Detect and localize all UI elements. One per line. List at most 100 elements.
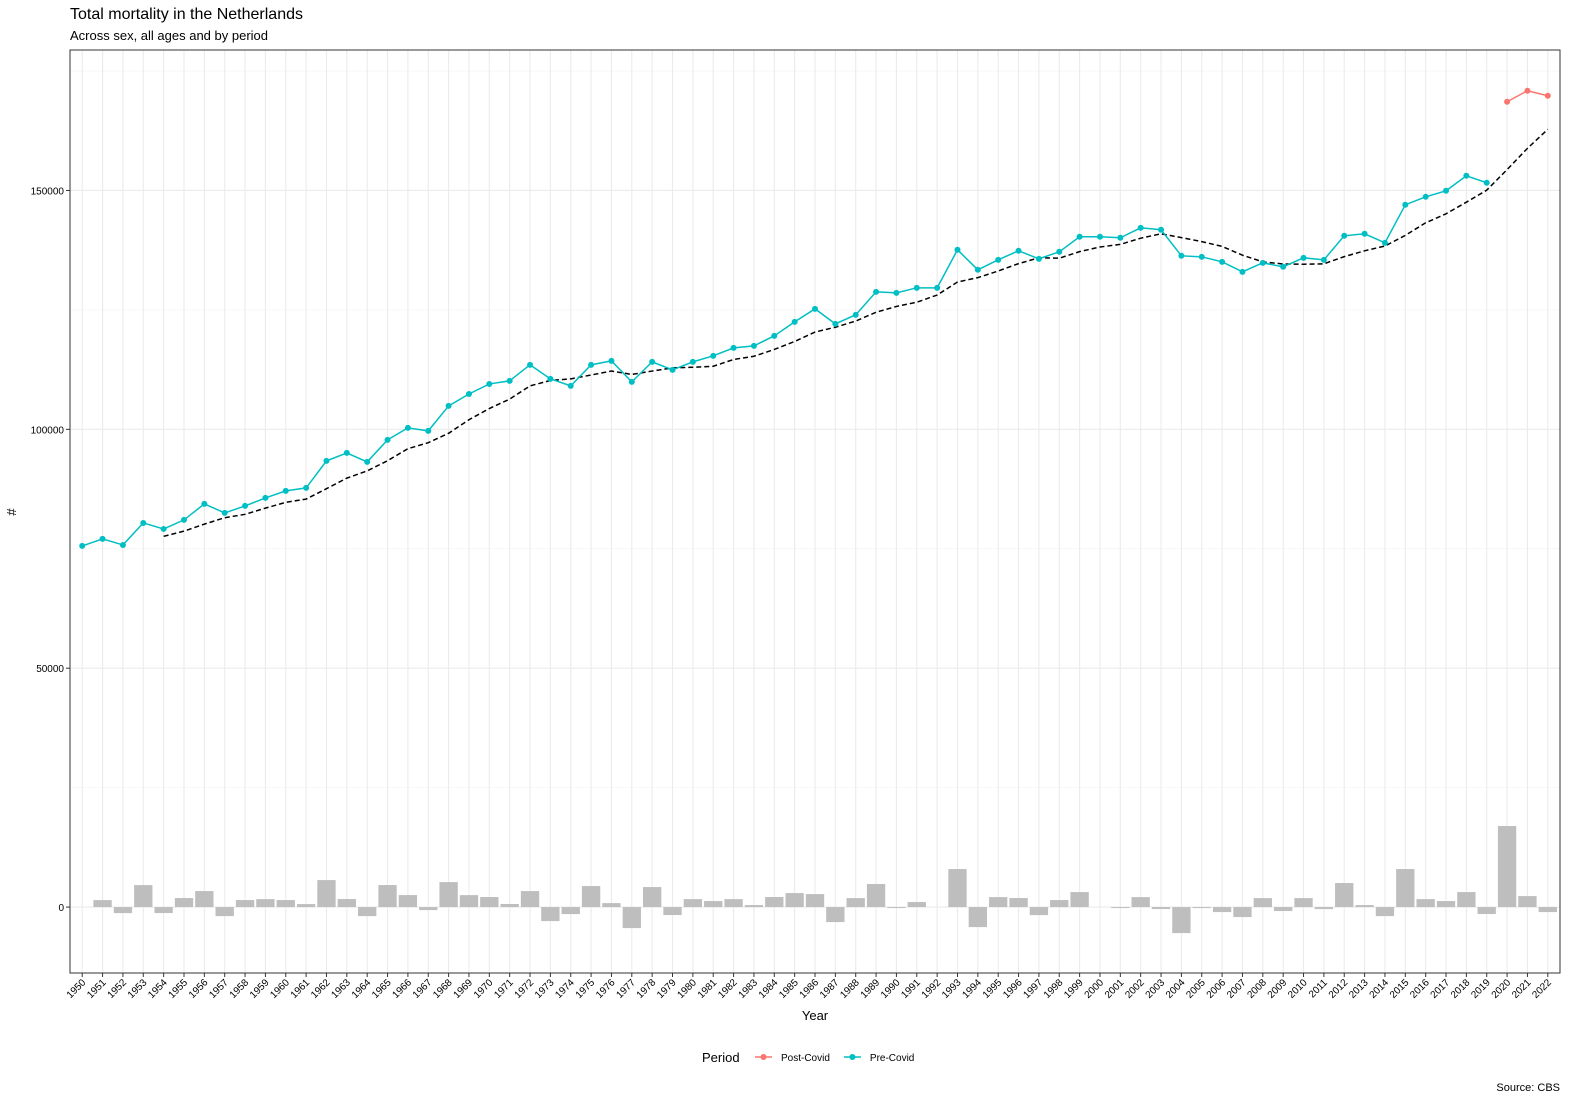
point (1178, 252, 1185, 259)
bar (1396, 869, 1415, 908)
y-tick-label: 0 (58, 903, 64, 914)
x-tick-label: 2003 (1144, 977, 1168, 1001)
x-tick-label: 1966 (391, 977, 415, 1001)
point (1198, 253, 1205, 260)
x-tick-label: 1984 (757, 977, 781, 1001)
bar (1253, 898, 1272, 908)
point (628, 378, 635, 385)
bar (134, 885, 153, 908)
bar (1212, 907, 1232, 913)
point (1544, 92, 1551, 99)
x-tick-label: 1951 (85, 977, 109, 1001)
point (1524, 87, 1531, 94)
point (1137, 224, 1144, 231)
bar (1497, 826, 1517, 908)
x-tick-label: 2014 (1368, 977, 1392, 1001)
bar (968, 907, 988, 928)
bar (602, 903, 621, 908)
bar (1131, 897, 1150, 908)
point (974, 266, 981, 273)
point (1158, 226, 1165, 233)
point (771, 332, 778, 339)
x-tick-label: 2000 (1083, 977, 1107, 1001)
point (730, 344, 737, 351)
legend-label: Post-Covid (781, 1053, 830, 1064)
bar (195, 891, 214, 908)
point (282, 487, 289, 494)
x-tick-label: 1999 (1062, 977, 1086, 1001)
x-tick-label: 1970 (472, 977, 496, 1001)
x-tick-label: 1954 (146, 977, 170, 1001)
bar (561, 907, 580, 915)
bar (174, 898, 194, 908)
bar (1029, 907, 1049, 916)
bar (581, 886, 601, 908)
bar (541, 907, 560, 922)
point (1117, 234, 1124, 241)
x-tick-label: 1981 (696, 977, 720, 1001)
point (1443, 187, 1450, 194)
bar (113, 907, 133, 914)
bar (826, 907, 845, 923)
x-tick-label: 2016 (1408, 977, 1432, 1001)
point (852, 311, 859, 318)
bar (1274, 907, 1293, 912)
x-tick-label: 1960 (268, 977, 292, 1001)
x-tick-label: 1950 (65, 977, 89, 1001)
y-tick-label: 50000 (36, 664, 64, 675)
point (669, 366, 676, 373)
x-tick-label: 2021 (1510, 977, 1534, 1001)
series-line (81, 174, 1487, 547)
x-tick-label: 2012 (1327, 977, 1351, 1001)
point (812, 305, 818, 312)
bar (337, 899, 356, 908)
x-tick-label: 1991 (899, 977, 923, 1001)
bar (785, 893, 804, 908)
x-tick-label: 1972 (513, 977, 537, 1001)
point (1320, 256, 1327, 263)
x-tick-label: 1975 (574, 977, 598, 1001)
bar (1192, 907, 1211, 909)
point (140, 519, 147, 526)
point (1280, 263, 1287, 270)
bar (439, 882, 458, 908)
point (343, 449, 350, 456)
x-tick-label: 2001 (1103, 977, 1127, 1001)
point (506, 377, 513, 384)
bar (989, 897, 1008, 908)
x-tick-label: 1953 (126, 977, 150, 1001)
bar (317, 880, 336, 908)
legend-key-point (760, 1054, 767, 1060)
point (567, 382, 574, 389)
bar (1111, 907, 1130, 909)
x-axis-label: Year (802, 1008, 829, 1023)
bar (1314, 907, 1334, 910)
bar (1172, 907, 1191, 934)
x-tick-label: 1971 (492, 977, 516, 1001)
bar (419, 907, 438, 911)
x-tick-label: 2015 (1388, 977, 1412, 1001)
x-tick-label: 1987 (818, 977, 842, 1001)
point (262, 494, 269, 501)
point (99, 535, 106, 542)
point (1035, 255, 1042, 262)
x-tick-label: 1965 (370, 977, 394, 1001)
x-tick-label: 1957 (207, 977, 231, 1001)
point (303, 484, 310, 491)
x-tick-label: 2017 (1429, 977, 1453, 1001)
x-tick-label: 2013 (1347, 977, 1371, 1001)
bar (805, 894, 825, 908)
bar (1070, 892, 1089, 908)
point (445, 402, 452, 409)
bar (948, 869, 967, 908)
x-tick-label: 2019 (1469, 977, 1493, 1001)
point (1239, 268, 1246, 275)
point (689, 358, 696, 365)
point (873, 288, 880, 295)
bar (1233, 907, 1252, 918)
bar (907, 902, 926, 908)
x-tick-label: 1961 (289, 977, 313, 1001)
point (750, 342, 757, 349)
x-tick-label: 1988 (838, 977, 862, 1001)
